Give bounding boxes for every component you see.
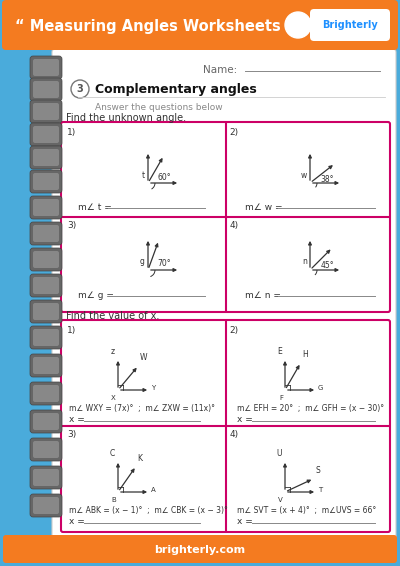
Text: Find the value of x.: Find the value of x. <box>66 311 159 321</box>
Text: 45°: 45° <box>320 261 334 271</box>
FancyBboxPatch shape <box>30 382 62 405</box>
Text: Complementary angles: Complementary angles <box>95 83 257 96</box>
Text: t: t <box>142 170 145 179</box>
FancyBboxPatch shape <box>52 49 396 549</box>
Text: H: H <box>302 350 308 359</box>
FancyBboxPatch shape <box>30 196 62 219</box>
FancyBboxPatch shape <box>33 149 59 166</box>
Text: x =: x = <box>69 517 85 526</box>
FancyBboxPatch shape <box>33 277 59 294</box>
Text: 70°: 70° <box>157 259 171 268</box>
FancyBboxPatch shape <box>30 248 62 271</box>
Text: 60°: 60° <box>158 173 171 182</box>
Text: m∠ t =: m∠ t = <box>78 203 112 212</box>
Text: C: C <box>110 449 115 458</box>
Text: K: K <box>137 454 142 463</box>
Text: V: V <box>278 497 283 503</box>
Text: A: A <box>151 487 156 493</box>
FancyBboxPatch shape <box>61 320 390 532</box>
FancyBboxPatch shape <box>30 466 62 489</box>
Text: G: G <box>318 385 323 391</box>
FancyBboxPatch shape <box>33 329 59 346</box>
FancyBboxPatch shape <box>61 122 390 312</box>
FancyBboxPatch shape <box>30 170 62 193</box>
FancyBboxPatch shape <box>33 251 59 268</box>
FancyBboxPatch shape <box>30 494 62 517</box>
Text: n: n <box>302 258 307 267</box>
Text: U: U <box>276 449 282 458</box>
Text: m∠ g =: m∠ g = <box>78 290 114 299</box>
FancyBboxPatch shape <box>33 413 59 430</box>
Text: X: X <box>111 395 116 401</box>
Text: Answer the questions below: Answer the questions below <box>95 102 223 112</box>
Text: w: w <box>301 170 307 179</box>
FancyBboxPatch shape <box>30 300 62 323</box>
Text: x =: x = <box>69 415 85 424</box>
FancyBboxPatch shape <box>33 81 59 98</box>
FancyBboxPatch shape <box>30 354 62 377</box>
FancyBboxPatch shape <box>30 274 62 297</box>
Text: g: g <box>140 258 145 267</box>
Text: 1): 1) <box>67 326 76 335</box>
FancyBboxPatch shape <box>33 173 59 190</box>
Text: 4): 4) <box>230 430 239 439</box>
Circle shape <box>71 80 89 98</box>
FancyBboxPatch shape <box>3 535 397 563</box>
FancyBboxPatch shape <box>30 78 62 101</box>
Text: z: z <box>111 347 115 356</box>
Text: B: B <box>111 497 116 503</box>
Text: m∠ w =: m∠ w = <box>245 203 282 212</box>
Text: Find the unknown angle.: Find the unknown angle. <box>66 113 186 123</box>
FancyBboxPatch shape <box>33 497 59 514</box>
FancyBboxPatch shape <box>30 123 62 146</box>
Text: 4): 4) <box>230 221 239 230</box>
FancyBboxPatch shape <box>33 469 59 486</box>
Text: W: W <box>140 354 147 362</box>
FancyBboxPatch shape <box>33 357 59 374</box>
Text: m∠ WXY = (7x)°  ;  m∠ ZXW = (11x)°: m∠ WXY = (7x)° ; m∠ ZXW = (11x)° <box>69 404 215 413</box>
FancyBboxPatch shape <box>30 410 62 433</box>
FancyBboxPatch shape <box>33 441 59 458</box>
FancyBboxPatch shape <box>33 59 59 76</box>
FancyBboxPatch shape <box>30 326 62 349</box>
Circle shape <box>285 12 311 38</box>
Text: x =: x = <box>237 415 253 424</box>
Text: “ Measuring Angles Worksheets: “ Measuring Angles Worksheets <box>15 19 281 35</box>
Text: m∠ SVT = (x + 4)°  ;  m∠UVS = 66°: m∠ SVT = (x + 4)° ; m∠UVS = 66° <box>237 505 376 514</box>
FancyBboxPatch shape <box>2 0 398 50</box>
Text: 3): 3) <box>67 430 76 439</box>
Text: m∠ EFH = 20°  ;  m∠ GFH = (x − 30)°: m∠ EFH = 20° ; m∠ GFH = (x − 30)° <box>237 404 384 413</box>
FancyBboxPatch shape <box>33 199 59 216</box>
FancyBboxPatch shape <box>30 438 62 461</box>
FancyBboxPatch shape <box>30 56 62 79</box>
FancyBboxPatch shape <box>30 146 62 169</box>
FancyBboxPatch shape <box>33 126 59 143</box>
FancyBboxPatch shape <box>33 303 59 320</box>
Text: 38°: 38° <box>320 175 334 184</box>
FancyBboxPatch shape <box>33 103 59 120</box>
Text: 3): 3) <box>67 221 76 230</box>
FancyBboxPatch shape <box>310 9 390 41</box>
Text: m∠ n =: m∠ n = <box>245 290 281 299</box>
FancyBboxPatch shape <box>30 222 62 245</box>
Text: 1): 1) <box>67 128 76 137</box>
Text: T: T <box>318 487 322 493</box>
FancyBboxPatch shape <box>33 225 59 242</box>
FancyBboxPatch shape <box>33 385 59 402</box>
FancyBboxPatch shape <box>30 100 62 123</box>
Text: Brighterly: Brighterly <box>322 20 378 30</box>
Text: S: S <box>315 466 320 475</box>
Text: brighterly.com: brighterly.com <box>154 545 246 555</box>
Text: F: F <box>279 395 283 401</box>
Text: E: E <box>277 347 282 356</box>
Text: 2): 2) <box>230 326 239 335</box>
Text: Name:: Name: <box>203 65 237 75</box>
Text: 3: 3 <box>77 84 83 94</box>
Text: m∠ ABK = (x − 1)°  ;  m∠ CBK = (x − 3)°: m∠ ABK = (x − 1)° ; m∠ CBK = (x − 3)° <box>69 505 228 514</box>
Text: Y: Y <box>151 385 155 391</box>
Text: x =: x = <box>237 517 253 526</box>
Text: 2): 2) <box>230 128 239 137</box>
